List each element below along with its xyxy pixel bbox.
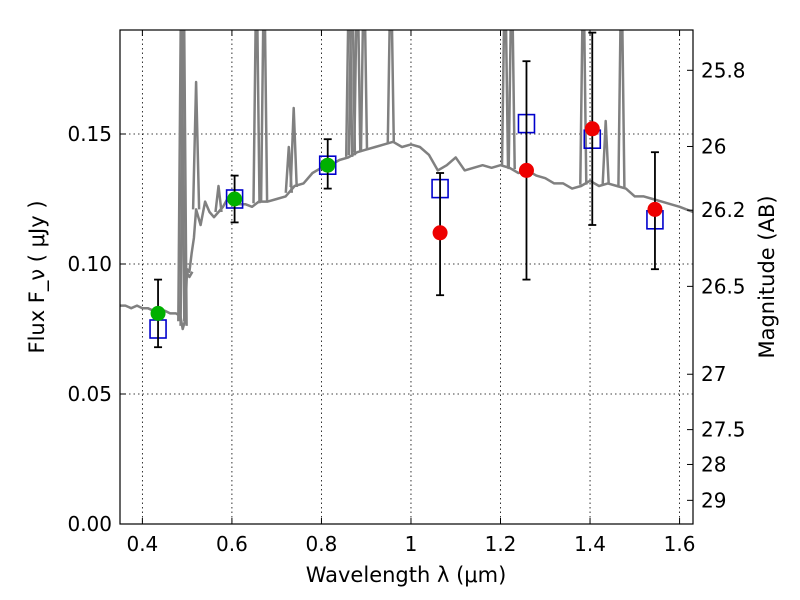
emission-line-spike (601, 119, 610, 185)
observed-flux-point (584, 121, 600, 137)
observed-flux-point (647, 201, 663, 217)
emission-line-spike (386, 30, 396, 143)
emission-line-spike (177, 30, 186, 322)
right-tick-label: 29 (701, 488, 726, 512)
x-tick-label: 1.6 (664, 532, 696, 556)
y-axis-title: Flux F_ν ( μJy ) (25, 200, 50, 353)
right-tick-label: 28 (701, 452, 726, 476)
emission-line-spike (500, 30, 510, 167)
emission-line-spike (191, 80, 201, 210)
emission-line-spike (617, 30, 626, 188)
y-tick-label: 0.00 (67, 512, 112, 536)
emission-line-spike (353, 30, 362, 153)
right-tick-label: 26 (701, 134, 726, 158)
x-tick-label: 0.6 (216, 532, 248, 556)
y-tick-label: 0.05 (67, 382, 112, 406)
x-axis-title: Wavelength λ (μm) (306, 563, 507, 587)
emission-line-spike (347, 30, 357, 156)
emission-line-spike (289, 106, 298, 188)
observed-flux-point (432, 225, 448, 241)
x-tick-label: 1.2 (485, 532, 517, 556)
emission-line-spike (185, 271, 194, 279)
observed-flux-point (150, 305, 166, 321)
right-tick-label: 26.2 (701, 198, 746, 222)
x-tick-label: 0.4 (126, 532, 158, 556)
plot-area (120, 30, 693, 331)
spectrum-line (120, 140, 693, 331)
emission-line-spike (359, 30, 369, 151)
emission-line-spike (344, 30, 354, 157)
right-tick-label: 27.5 (701, 418, 746, 442)
emission-line-spike (252, 30, 261, 204)
x-tick-label: 1.4 (574, 532, 606, 556)
observed-flux-point (227, 191, 243, 207)
emission-line-spike (259, 30, 269, 202)
right-tick-label: 27 (701, 362, 726, 386)
emission-line-spike (507, 30, 516, 170)
emission-line-spike (214, 184, 223, 213)
plot-frame (119, 29, 694, 525)
x-tick-label: 0.8 (306, 532, 338, 556)
observed-flux-point (320, 157, 336, 173)
y-tick-label: 0.10 (67, 252, 112, 276)
right-tick-label: 26.5 (701, 274, 746, 298)
y-tick-label: 0.15 (67, 122, 112, 146)
right-tick-label: 25.8 (701, 58, 746, 82)
data-markers (149, 31, 664, 349)
emission-line-spike (579, 30, 588, 185)
observed-flux-point (518, 162, 534, 178)
x-tick-label: 1 (405, 532, 418, 556)
axis-ticks: 0.4 0.6 0.8 1 1.2 1.4 1.6 0.00 0.05 0.10 0.15 25.8 2… (67, 30, 746, 556)
emission-line-spike (179, 30, 188, 326)
right-axis-title: Magnitude (AB) (755, 195, 779, 358)
